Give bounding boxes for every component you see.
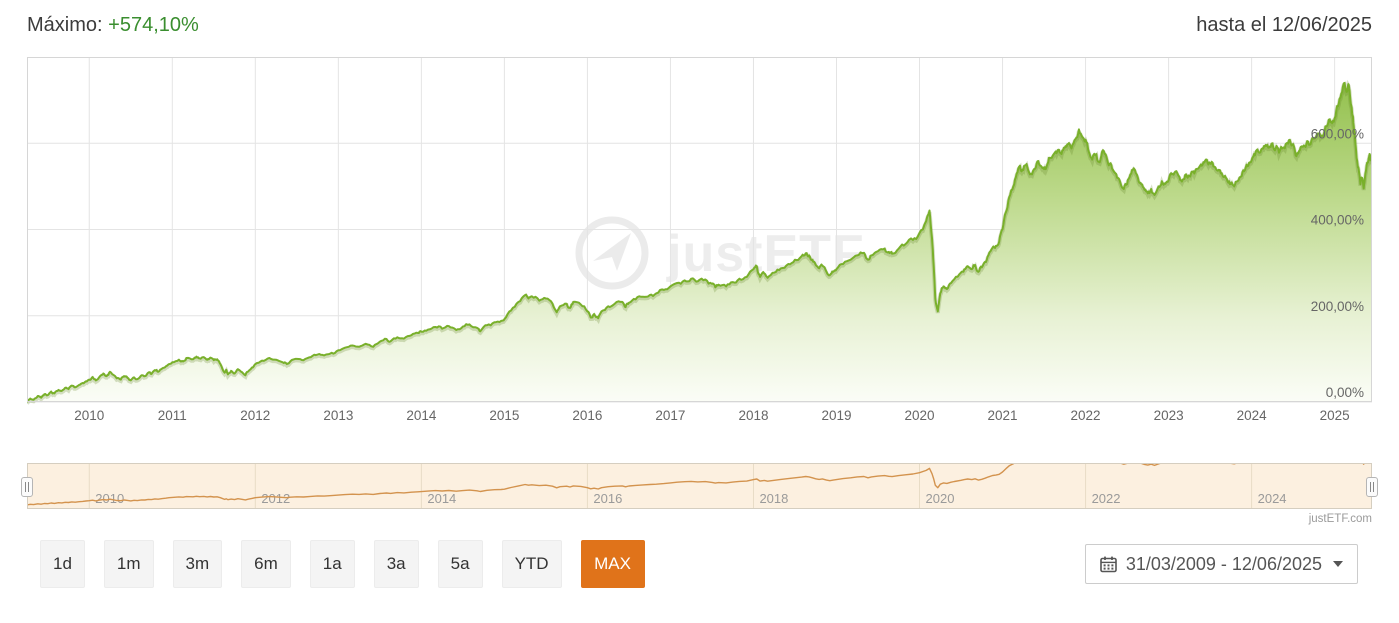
svg-text:2021: 2021 bbox=[988, 408, 1018, 423]
controls-row: 1d 1m 3m 6m 1a 3a 5a YTD MAX 31/03/2009 … bbox=[27, 540, 1372, 588]
range-button-ytd[interactable]: YTD bbox=[501, 540, 562, 588]
justetf-attribution: justETF.com bbox=[1308, 513, 1372, 525]
range-button-1d[interactable]: 1d bbox=[40, 540, 85, 588]
navigator-right-handle[interactable] bbox=[1366, 476, 1378, 497]
svg-text:2012: 2012 bbox=[240, 408, 270, 423]
navigator-canvas: 2010 2012 2014 2016 2018 2020 2022 2024 bbox=[27, 463, 1372, 509]
caret-down-icon bbox=[1333, 561, 1343, 567]
svg-text:2016: 2016 bbox=[572, 408, 602, 423]
range-button-6m[interactable]: 6m bbox=[241, 540, 291, 588]
svg-text:2020: 2020 bbox=[904, 408, 934, 423]
range-button-3a[interactable]: 3a bbox=[373, 540, 419, 588]
svg-text:2020: 2020 bbox=[926, 491, 955, 506]
svg-text:400,00%: 400,00% bbox=[1311, 213, 1364, 228]
svg-text:2014: 2014 bbox=[406, 408, 437, 423]
svg-text:2018: 2018 bbox=[759, 491, 788, 506]
range-button-max[interactable]: MAX bbox=[580, 540, 645, 588]
svg-text:0,00%: 0,00% bbox=[1326, 385, 1364, 400]
svg-text:2016: 2016 bbox=[593, 491, 622, 506]
svg-text:2019: 2019 bbox=[821, 408, 851, 423]
svg-text:2025: 2025 bbox=[1320, 408, 1350, 423]
svg-text:2023: 2023 bbox=[1154, 408, 1184, 423]
range-button-3m[interactable]: 3m bbox=[172, 540, 223, 588]
end-date-label: hasta el 12/06/2025 bbox=[1196, 14, 1372, 36]
svg-text:2014: 2014 bbox=[427, 491, 456, 506]
period-label: Máximo: bbox=[27, 14, 103, 36]
svg-text:2022: 2022 bbox=[1092, 491, 1121, 506]
calendar-icon bbox=[1100, 556, 1117, 572]
range-button-1a[interactable]: 1a bbox=[309, 540, 355, 588]
performance-chart[interactable]: justETF 0,00% 200,00% 400,00% 600,00% 2010 201… bbox=[27, 57, 1372, 429]
svg-text:2022: 2022 bbox=[1071, 408, 1101, 423]
svg-text:200,00%: 200,00% bbox=[1311, 299, 1364, 314]
svg-text:2012: 2012 bbox=[261, 491, 290, 506]
svg-text:2018: 2018 bbox=[738, 408, 768, 423]
svg-text:2010: 2010 bbox=[74, 408, 104, 423]
range-button-group: 1d 1m 3m 6m 1a 3a 5a YTD MAX bbox=[40, 540, 645, 588]
svg-text:2015: 2015 bbox=[489, 408, 519, 423]
chart-header: Máximo: +574,10% hasta el 12/06/2025 bbox=[27, 12, 1372, 39]
date-range-picker[interactable]: 31/03/2009 - 12/06/2025 bbox=[1084, 544, 1358, 584]
range-button-5a[interactable]: 5a bbox=[437, 540, 483, 588]
navigator-left-handle[interactable] bbox=[21, 476, 33, 497]
svg-text:2017: 2017 bbox=[655, 408, 685, 423]
date-range-value: 31/03/2009 - 12/06/2025 bbox=[1125, 553, 1322, 574]
svg-text:2024: 2024 bbox=[1237, 408, 1268, 423]
svg-text:600,00%: 600,00% bbox=[1311, 126, 1364, 141]
period-performance-value: +574,10% bbox=[108, 14, 199, 36]
svg-text:2010: 2010 bbox=[95, 491, 124, 506]
range-navigator[interactable]: 2010 2012 2014 2016 2018 2020 2022 2024 bbox=[21, 463, 1378, 510]
performance-page: Máximo: +574,10% hasta el 12/06/2025 jus… bbox=[21, 12, 1378, 588]
period-performance: Máximo: +574,10% bbox=[27, 12, 199, 39]
svg-text:2024: 2024 bbox=[1258, 491, 1287, 506]
range-button-1m[interactable]: 1m bbox=[103, 540, 154, 588]
svg-text:2011: 2011 bbox=[158, 408, 187, 423]
svg-text:2013: 2013 bbox=[323, 408, 353, 423]
